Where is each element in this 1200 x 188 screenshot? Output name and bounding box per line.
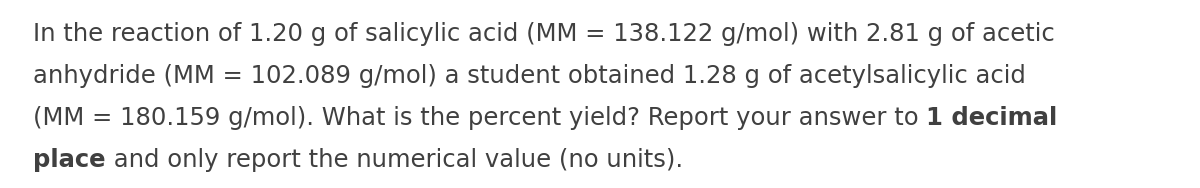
Text: 1 decimal: 1 decimal: [926, 106, 1057, 130]
Text: place: place: [34, 148, 106, 172]
Text: In the reaction of 1.20 g of salicylic acid (MM = 138.122 g/mol) with 2.81 g of : In the reaction of 1.20 g of salicylic a…: [34, 22, 1055, 46]
Text: anhydride (MM = 102.089 g/mol) a student obtained 1.28 g of acetylsalicylic acid: anhydride (MM = 102.089 g/mol) a student…: [34, 64, 1026, 88]
Text: (MM = 180.159 g/mol). What is the percent yield? Report your answer to: (MM = 180.159 g/mol). What is the percen…: [34, 106, 926, 130]
Text: and only report the numerical value (no units).: and only report the numerical value (no …: [106, 148, 683, 172]
